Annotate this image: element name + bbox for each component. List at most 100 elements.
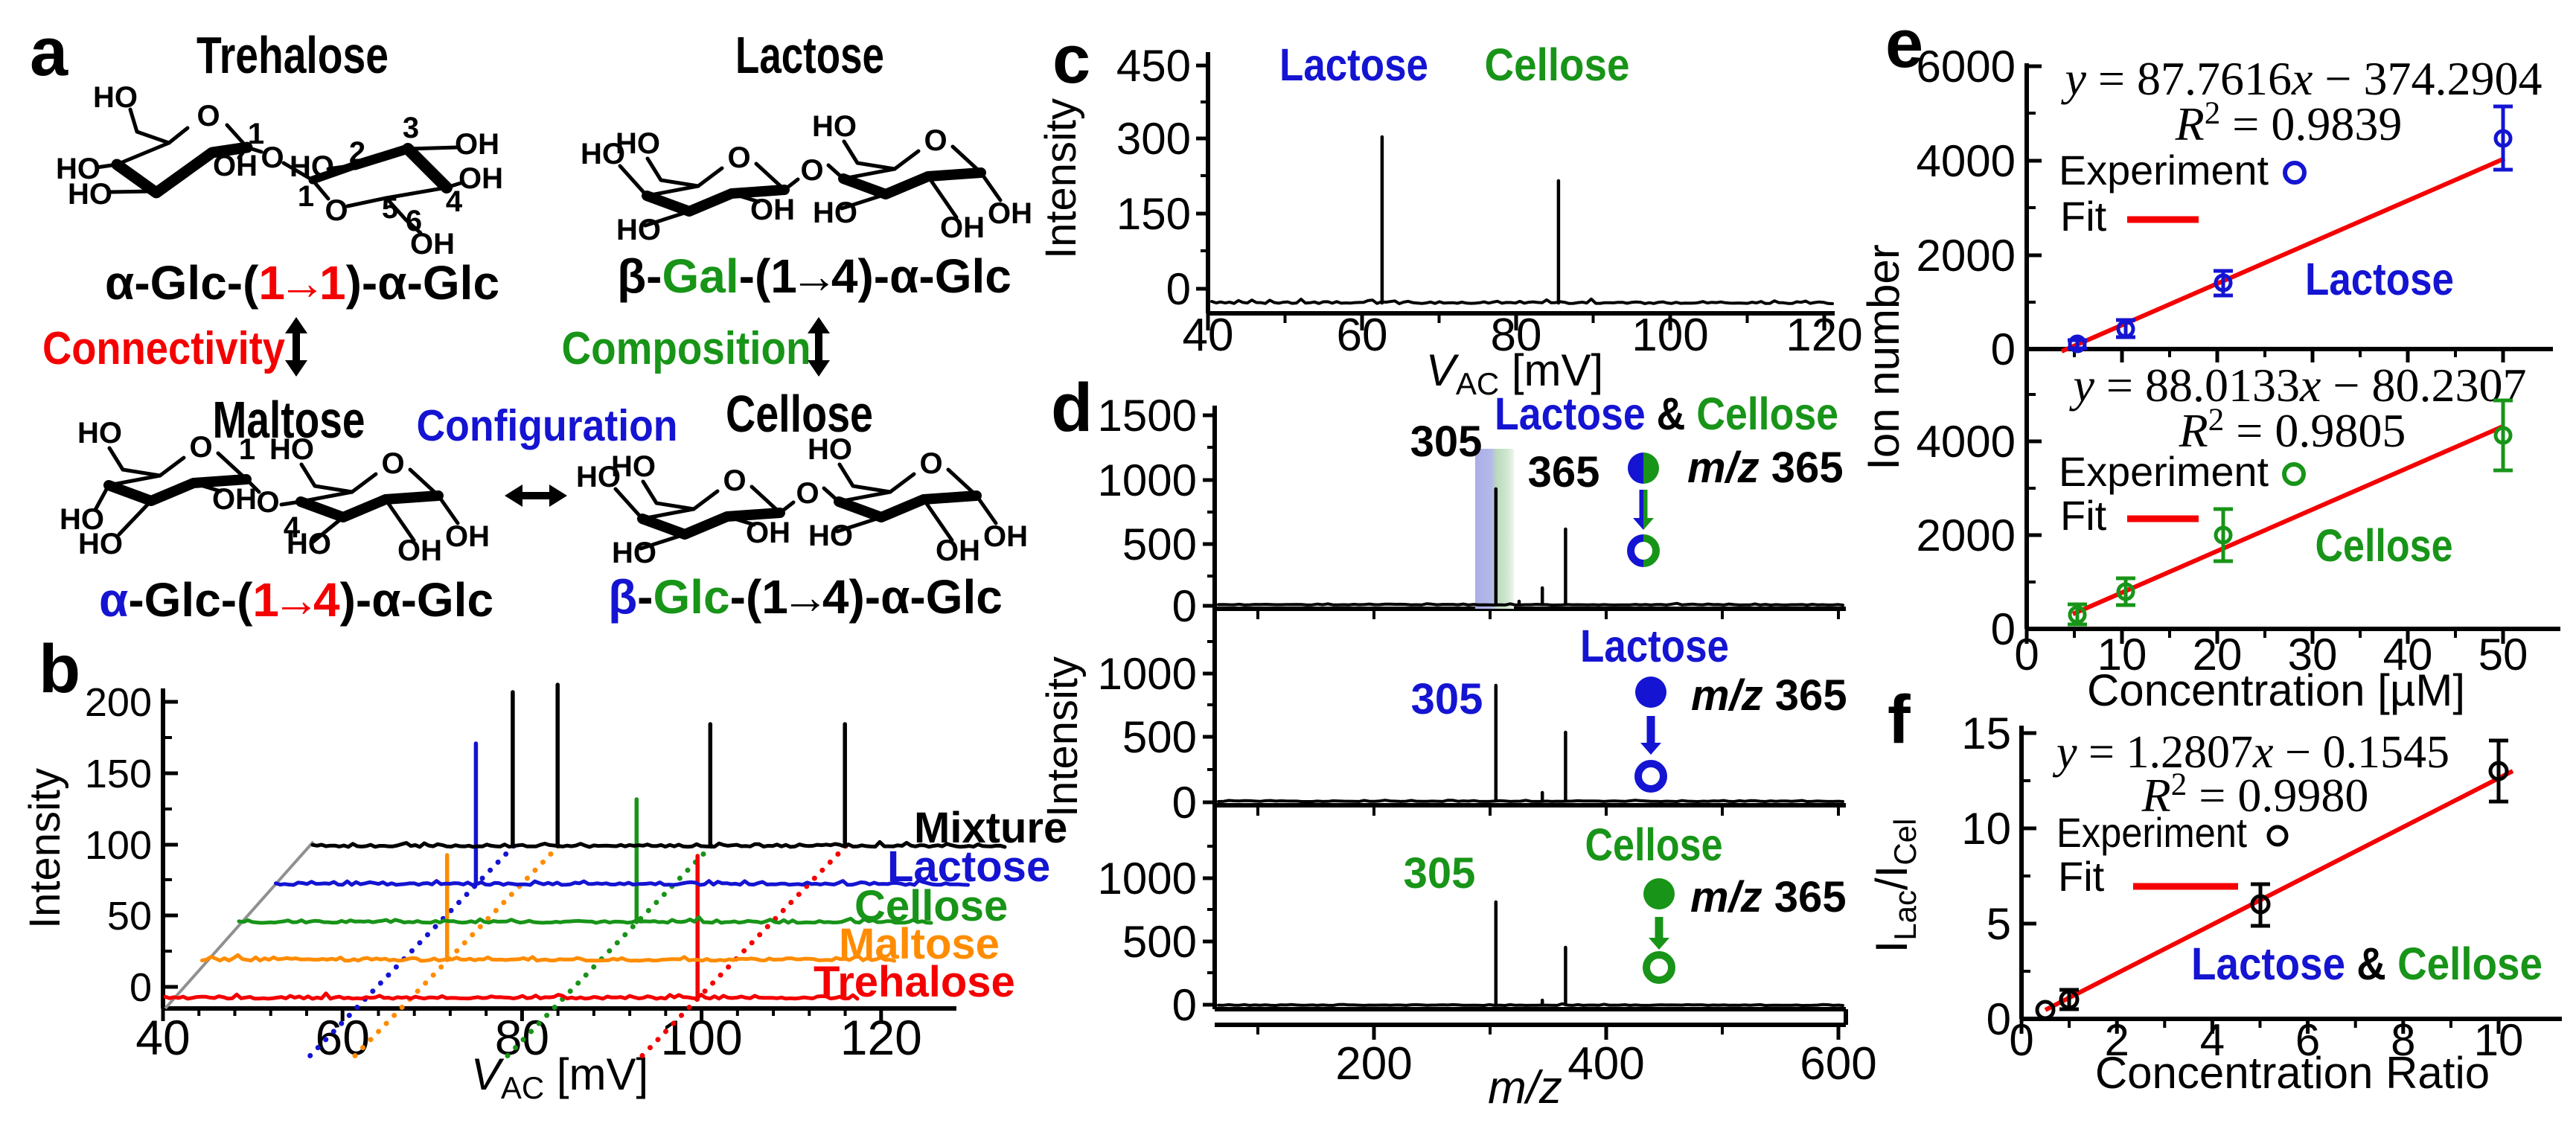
svg-text:6: 6 <box>406 205 422 237</box>
svg-text:3: 3 <box>403 112 419 144</box>
svg-text:Intensity: Intensity <box>1038 656 1087 817</box>
svg-text:b: b <box>39 631 80 707</box>
svg-text:Cellose: Cellose <box>1485 39 1630 90</box>
svg-text:O: O <box>189 431 212 464</box>
svg-text:1000: 1000 <box>1098 649 1197 699</box>
svg-text:OH: OH <box>750 194 795 226</box>
svg-text:HO: HO <box>808 433 852 466</box>
svg-text:R2 = 0.9805: R2 = 0.9805 <box>2179 403 2406 457</box>
svg-text:Fit: Fit <box>2058 853 2105 900</box>
svg-text:O: O <box>196 100 220 132</box>
svg-text:8: 8 <box>2391 1015 2415 1065</box>
svg-text:OH: OH <box>936 534 980 567</box>
svg-text:20: 20 <box>2193 630 2243 679</box>
svg-text:HO: HO <box>287 528 331 560</box>
svg-text:60: 60 <box>315 1010 369 1065</box>
svg-text:y = 87.7616x − 374.2904: y = 87.7616x − 374.2904 <box>2061 52 2543 105</box>
svg-text:O: O <box>727 141 750 174</box>
svg-text:Lactose: Lactose <box>1580 621 1729 671</box>
svg-text:O: O <box>723 464 746 497</box>
svg-text:O: O <box>800 154 823 187</box>
svg-text:HO: HO <box>290 150 334 183</box>
svg-text:Connectivity: Connectivity <box>42 323 285 374</box>
svg-text:HO: HO <box>581 138 625 170</box>
svg-text:305: 305 <box>1411 675 1483 723</box>
svg-text:4000: 4000 <box>1917 136 2016 186</box>
svg-text:Lactose & Cellose: Lactose & Cellose <box>2191 938 2543 989</box>
svg-text:y = 88.0133x − 80.2307: y = 88.0133x − 80.2307 <box>2069 359 2527 412</box>
svg-text:6: 6 <box>2295 1015 2320 1065</box>
svg-text:Cellose: Cellose <box>726 385 873 443</box>
svg-text:400: 400 <box>1567 1038 1644 1090</box>
svg-text:R2 = 0.9839: R2 = 0.9839 <box>2175 96 2403 150</box>
svg-text:Trehalose: Trehalose <box>196 26 389 84</box>
svg-text:VAC [mV]: VAC [mV] <box>1426 345 1603 401</box>
svg-text:OH: OH <box>397 534 442 567</box>
svg-text:1: 1 <box>298 180 314 213</box>
svg-text:Cellose: Cellose <box>854 882 1008 930</box>
svg-text:200: 200 <box>1335 1038 1412 1090</box>
svg-text:OH: OH <box>458 162 503 195</box>
svg-text:HO: HO <box>612 537 656 569</box>
svg-text:e: e <box>1885 6 1923 82</box>
svg-text:α-Glc-(1→1)-α-Glc: α-Glc-(1→1)-α-Glc <box>105 256 499 310</box>
svg-text:2: 2 <box>2105 1015 2129 1065</box>
svg-text:4: 4 <box>2200 1015 2225 1065</box>
svg-text:OH: OH <box>445 520 490 553</box>
svg-text:HO: HO <box>611 450 656 483</box>
svg-text:4: 4 <box>446 185 463 218</box>
svg-text:Lactose: Lactose <box>735 26 884 84</box>
svg-text:6000: 6000 <box>1917 42 2016 92</box>
svg-text:m/z 365: m/z 365 <box>1691 671 1847 720</box>
svg-text:4000: 4000 <box>1917 417 2016 467</box>
svg-text:500: 500 <box>1122 917 1197 967</box>
svg-text:1500: 1500 <box>1098 391 1197 441</box>
svg-text:d: d <box>1051 370 1093 446</box>
svg-text:0: 0 <box>1166 264 1191 314</box>
svg-text:0: 0 <box>1987 994 2011 1044</box>
svg-text:O: O <box>256 486 279 519</box>
svg-text:HO: HO <box>93 81 138 114</box>
svg-text:0: 0 <box>1991 604 2016 654</box>
svg-text:HO: HO <box>269 433 314 466</box>
svg-text:0: 0 <box>2014 630 2039 679</box>
svg-text:Mixture: Mixture <box>914 804 1067 852</box>
svg-text:0: 0 <box>130 965 152 1010</box>
svg-text:O: O <box>919 447 942 480</box>
svg-text:OH: OH <box>213 150 258 182</box>
svg-text:50: 50 <box>2478 630 2528 679</box>
svg-text:0: 0 <box>2009 1015 2033 1065</box>
svg-text:OH: OH <box>746 517 790 549</box>
svg-text:0: 0 <box>1172 778 1197 828</box>
svg-text:15: 15 <box>1961 709 2011 758</box>
svg-text:100: 100 <box>661 1010 743 1065</box>
svg-text:5: 5 <box>1987 899 2011 949</box>
svg-text:HO: HO <box>78 528 123 560</box>
svg-text:O: O <box>325 194 348 227</box>
svg-text:500: 500 <box>1122 519 1197 569</box>
svg-text:Ion number: Ion number <box>1859 244 1908 470</box>
svg-text:Experiment: Experiment <box>2059 147 2269 194</box>
svg-text:Lactose & Cellose: Lactose & Cellose <box>1495 388 1838 439</box>
svg-text:O: O <box>381 447 404 480</box>
svg-text:m/z 365: m/z 365 <box>1690 873 1847 921</box>
svg-text:y = 1.2807x − 0.1545: y = 1.2807x − 0.1545 <box>2052 727 2449 778</box>
svg-text:HO: HO <box>813 196 857 229</box>
svg-text:2000: 2000 <box>1917 511 2016 560</box>
svg-text:200: 200 <box>85 680 152 725</box>
svg-text:OH: OH <box>212 483 257 516</box>
svg-text:60: 60 <box>1337 310 1388 361</box>
svg-text:Experiment: Experiment <box>2059 448 2269 495</box>
svg-text:150: 150 <box>85 752 152 796</box>
svg-text:HO: HO <box>68 178 112 211</box>
svg-text:OH: OH <box>940 211 985 244</box>
svg-text:40: 40 <box>1183 310 1234 361</box>
svg-text:150: 150 <box>1116 189 1191 239</box>
svg-text:c: c <box>1052 22 1090 97</box>
svg-text:HO: HO <box>616 127 660 160</box>
svg-text:m/z: m/z <box>1488 1062 1562 1113</box>
svg-text:HO: HO <box>576 461 621 493</box>
svg-text:1: 1 <box>248 118 264 150</box>
svg-text:HO: HO <box>808 519 853 552</box>
svg-text:5: 5 <box>382 192 398 225</box>
